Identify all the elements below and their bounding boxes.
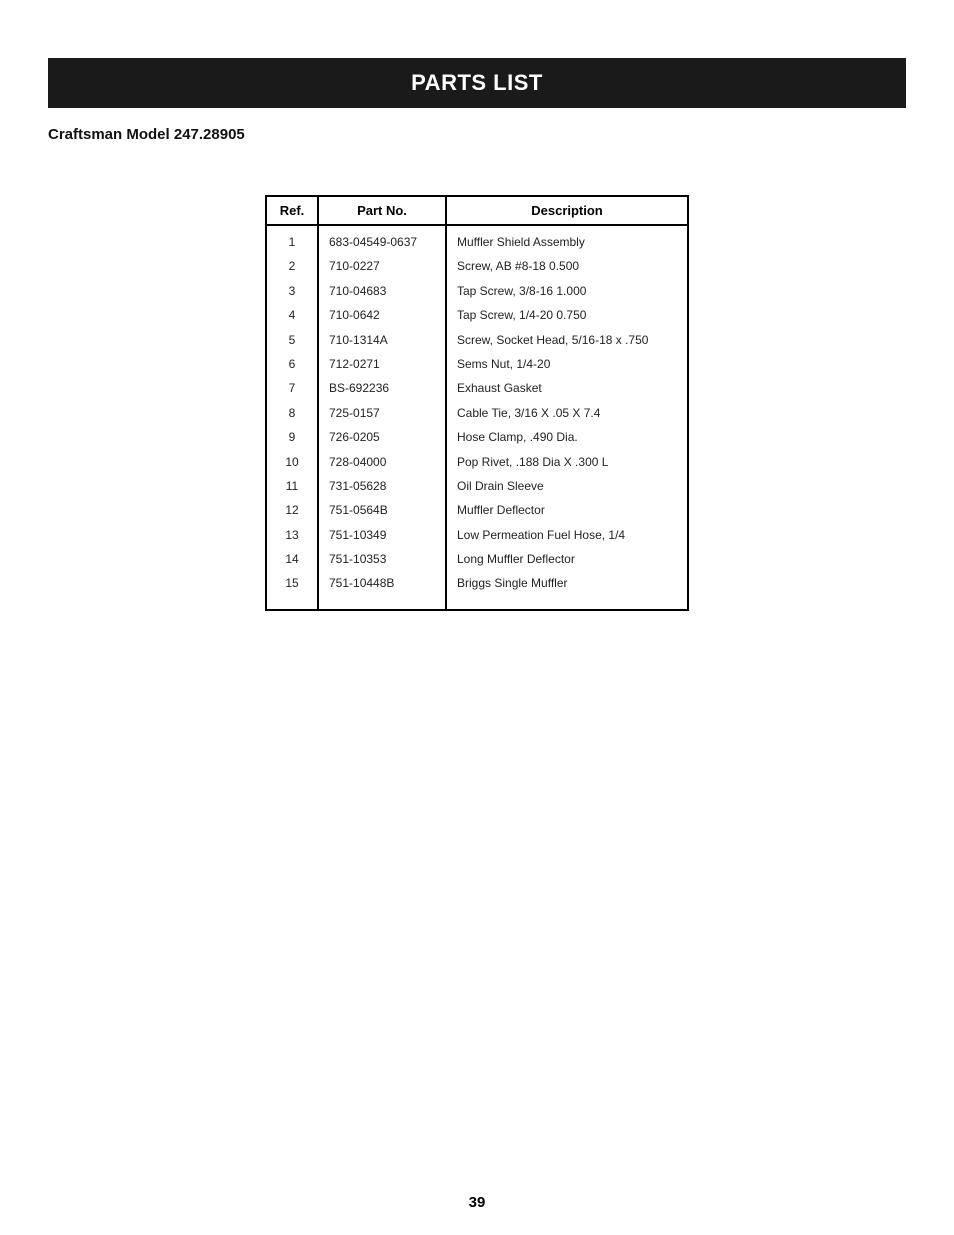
cell-ref: 11	[266, 474, 318, 498]
cell-part-no: 726-0205	[318, 426, 446, 450]
document-page: PARTS LIST Craftsman Model 247.28905 Ref…	[0, 0, 954, 1235]
cell-ref: 13	[266, 523, 318, 547]
cell-description: Low Permeation Fuel Hose, 1/4	[446, 523, 688, 547]
cell-ref: 15	[266, 572, 318, 610]
table-row: 11731-05628Oil Drain Sleeve	[266, 474, 688, 498]
cell-description: Tap Screw, 3/8-16 1.000	[446, 279, 688, 303]
table-row: 3710-04683Tap Screw, 3/8-16 1.000	[266, 279, 688, 303]
cell-description: Muffler Deflector	[446, 499, 688, 523]
cell-ref: 8	[266, 401, 318, 425]
cell-ref: 1	[266, 225, 318, 255]
cell-part-no: 710-0642	[318, 304, 446, 328]
cell-part-no: 710-04683	[318, 279, 446, 303]
cell-description: Muffler Shield Assembly	[446, 225, 688, 255]
cell-description: Screw, Socket Head, 5/16-18 x .750	[446, 328, 688, 352]
cell-part-no: 751-0564B	[318, 499, 446, 523]
col-header-desc: Description	[446, 196, 688, 225]
cell-part-no: 751-10349	[318, 523, 446, 547]
cell-ref: 2	[266, 255, 318, 279]
cell-description: Screw, AB #8-18 0.500	[446, 255, 688, 279]
cell-part-no: 728-04000	[318, 450, 446, 474]
cell-description: Hose Clamp, .490 Dia.	[446, 426, 688, 450]
cell-part-no: 683-04549-0637	[318, 225, 446, 255]
section-banner: PARTS LIST	[48, 58, 906, 108]
cell-part-no: 710-0227	[318, 255, 446, 279]
cell-ref: 3	[266, 279, 318, 303]
table-header-row: Ref. Part No. Description	[266, 196, 688, 225]
table-row: 1683-04549-0637Muffler Shield Assembly	[266, 225, 688, 255]
cell-description: Exhaust Gasket	[446, 377, 688, 401]
cell-ref: 14	[266, 548, 318, 572]
table-row: 5710-1314AScrew, Socket Head, 5/16-18 x …	[266, 328, 688, 352]
table-row: 6712-0271Sems Nut, 1/4-20	[266, 352, 688, 376]
table-row: 4710-0642Tap Screw, 1/4-20 0.750	[266, 304, 688, 328]
table-row: 12751-0564BMuffler Deflector	[266, 499, 688, 523]
cell-part-no: 712-0271	[318, 352, 446, 376]
parts-table: Ref. Part No. Description 1683-04549-063…	[265, 195, 689, 611]
table-row: 13751-10349Low Permeation Fuel Hose, 1/4	[266, 523, 688, 547]
page-number: 39	[0, 1194, 954, 1211]
table-row: 15751-10448BBriggs Single Muffler	[266, 572, 688, 610]
cell-ref: 6	[266, 352, 318, 376]
parts-table-wrapper: Ref. Part No. Description 1683-04549-063…	[48, 195, 906, 611]
table-row: 2710-0227Screw, AB #8-18 0.500	[266, 255, 688, 279]
table-row: 10728-04000Pop Rivet, .188 Dia X .300 L	[266, 450, 688, 474]
cell-part-no: 710-1314A	[318, 328, 446, 352]
cell-description: Long Muffler Deflector	[446, 548, 688, 572]
cell-ref: 4	[266, 304, 318, 328]
table-row: 9726-0205Hose Clamp, .490 Dia.	[266, 426, 688, 450]
cell-part-no: 731-05628	[318, 474, 446, 498]
cell-description: Pop Rivet, .188 Dia X .300 L	[446, 450, 688, 474]
section-banner-title: PARTS LIST	[411, 70, 543, 96]
cell-description: Briggs Single Muffler	[446, 572, 688, 610]
table-row: 7BS-692236Exhaust Gasket	[266, 377, 688, 401]
table-row: 14751-10353Long Muffler Deflector	[266, 548, 688, 572]
cell-ref: 12	[266, 499, 318, 523]
cell-ref: 7	[266, 377, 318, 401]
cell-part-no: 725-0157	[318, 401, 446, 425]
cell-part-no: BS-692236	[318, 377, 446, 401]
cell-ref: 10	[266, 450, 318, 474]
model-heading: Craftsman Model 247.28905	[48, 126, 906, 143]
cell-description: Cable Tie, 3/16 X .05 X 7.4	[446, 401, 688, 425]
col-header-part: Part No.	[318, 196, 446, 225]
cell-description: Sems Nut, 1/4-20	[446, 352, 688, 376]
col-header-ref: Ref.	[266, 196, 318, 225]
cell-part-no: 751-10448B	[318, 572, 446, 610]
table-row: 8725-0157Cable Tie, 3/16 X .05 X 7.4	[266, 401, 688, 425]
cell-description: Tap Screw, 1/4-20 0.750	[446, 304, 688, 328]
cell-description: Oil Drain Sleeve	[446, 474, 688, 498]
cell-part-no: 751-10353	[318, 548, 446, 572]
cell-ref: 5	[266, 328, 318, 352]
cell-ref: 9	[266, 426, 318, 450]
